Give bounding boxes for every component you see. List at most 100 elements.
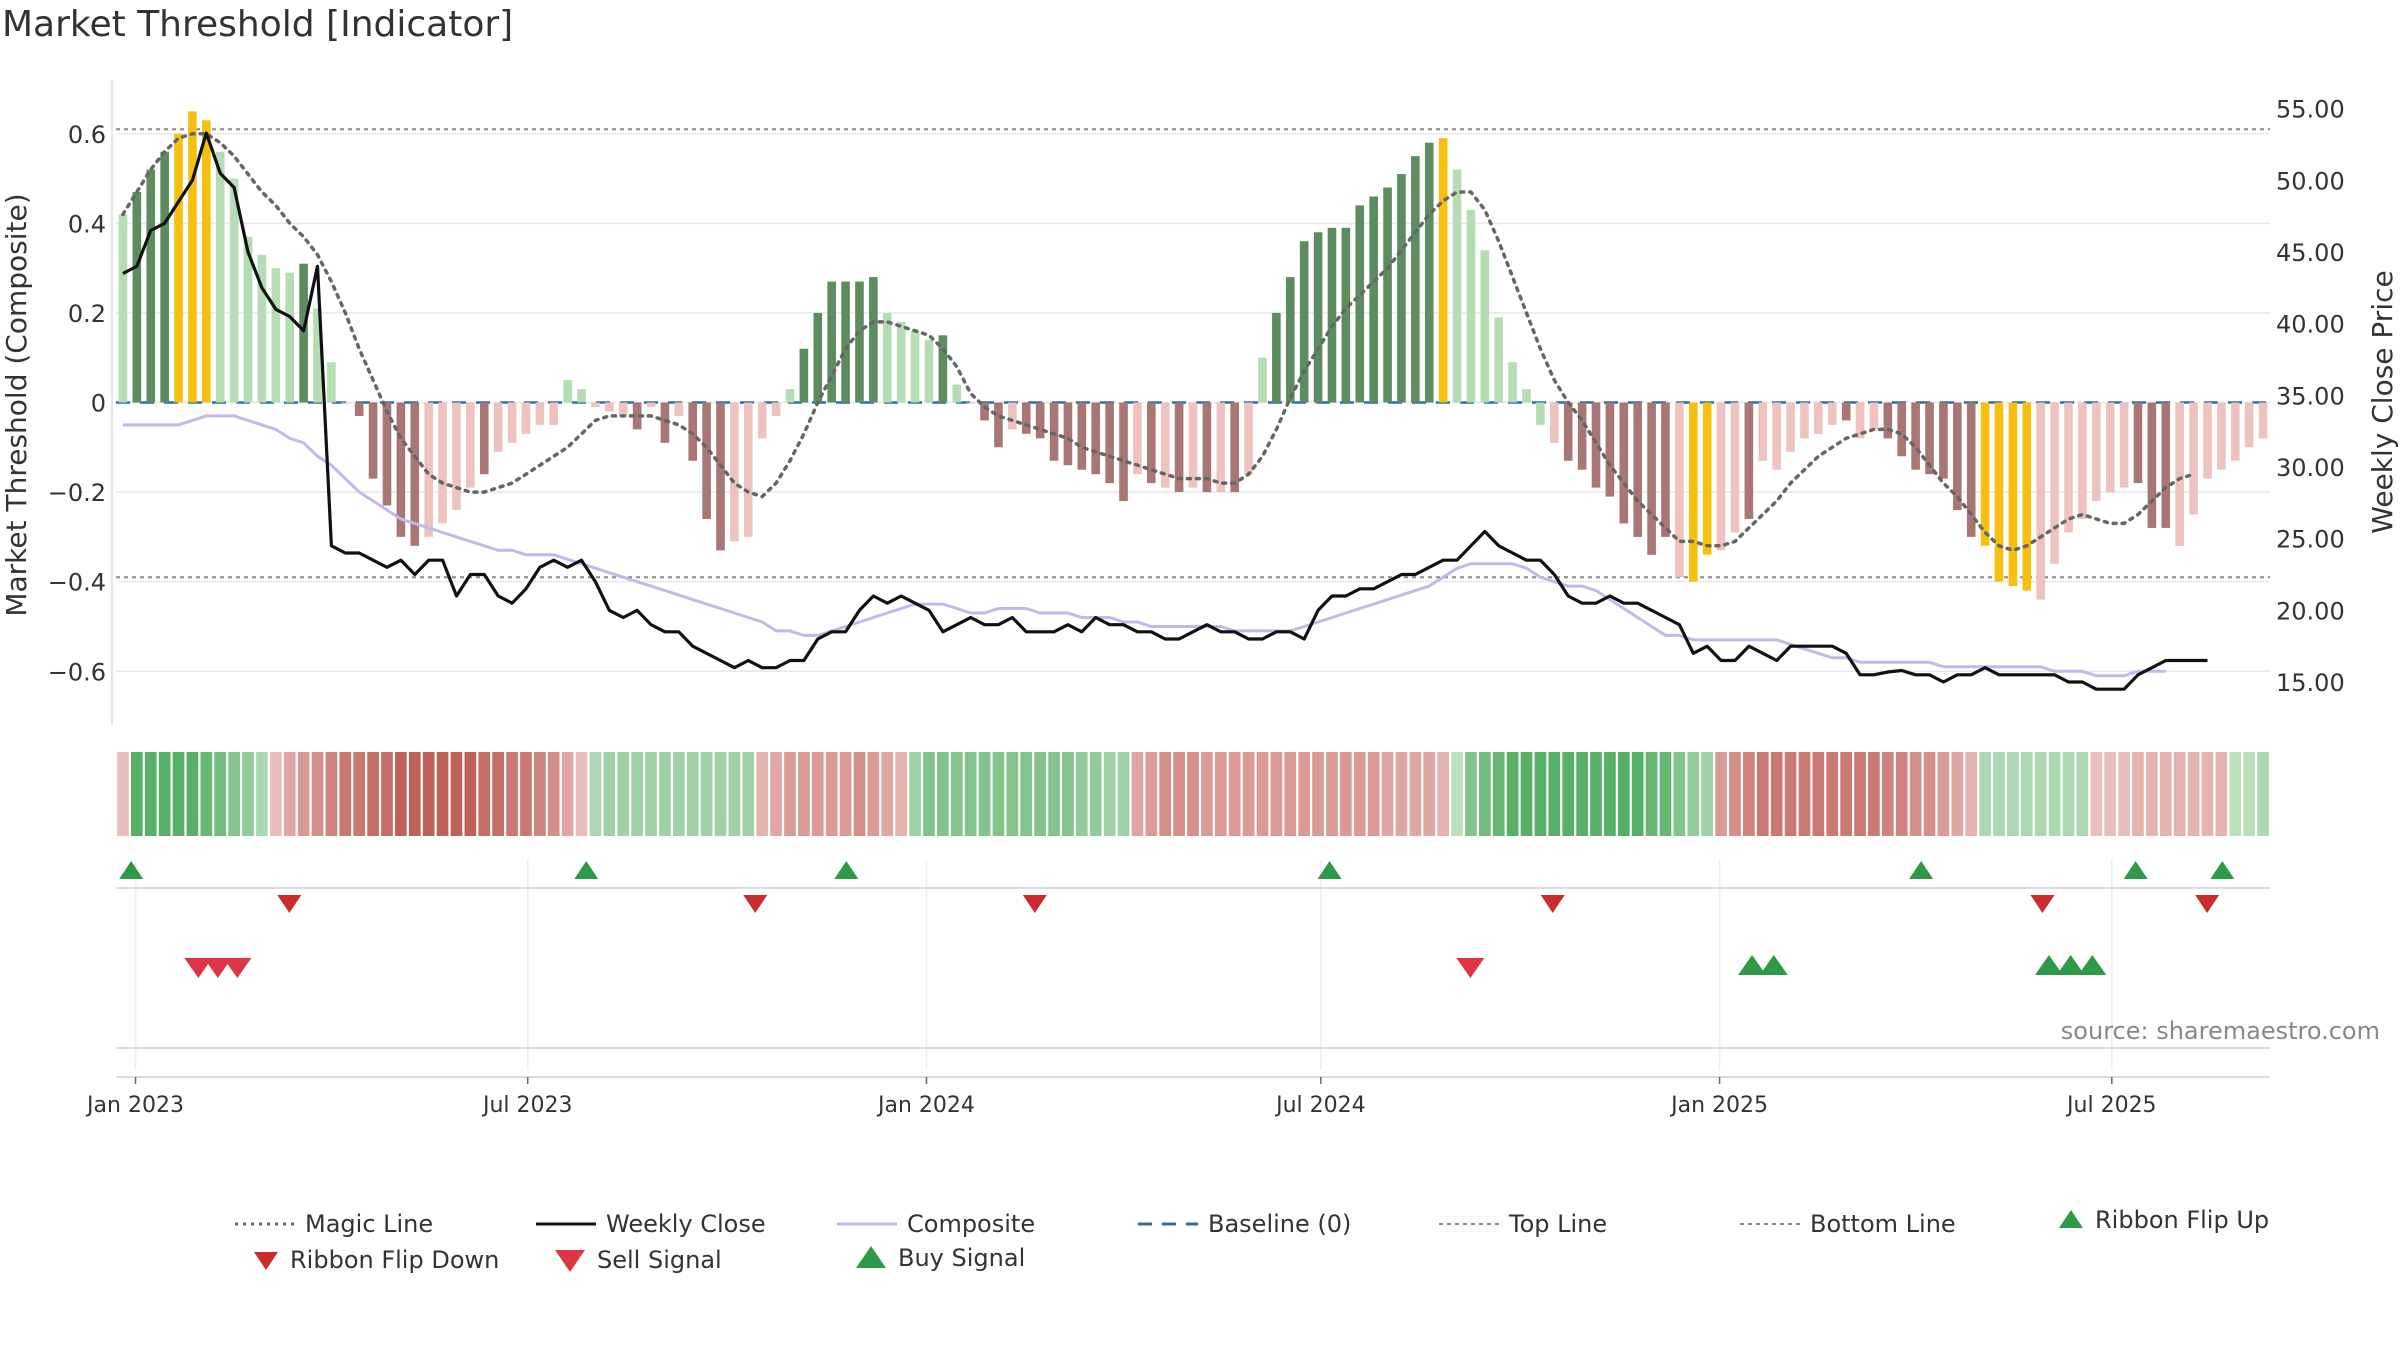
ribbon-flip-down-marker — [743, 895, 768, 913]
threshold-bar — [1258, 357, 1267, 403]
threshold-bar — [118, 214, 128, 403]
threshold-bar — [688, 402, 698, 461]
threshold-bar — [1883, 402, 1893, 439]
threshold-bar — [215, 151, 225, 403]
threshold-bar — [1355, 205, 1365, 403]
threshold-bar — [507, 402, 517, 443]
ribbon-cell — [1451, 752, 1463, 836]
threshold-bar — [591, 402, 600, 407]
ribbon-cell — [242, 752, 254, 836]
legend-ribbon-flip-down: Ribbon Flip Down — [252, 1246, 499, 1274]
threshold-bar — [2147, 402, 2157, 528]
ribbon-cell — [1103, 752, 1116, 836]
ribbon-cell — [1006, 752, 1019, 836]
ribbon-cell — [1645, 752, 1658, 836]
ribbon-cell — [811, 752, 824, 836]
legend-label: Buy Signal — [898, 1244, 1026, 1272]
top-line-swatch — [1439, 1223, 1499, 1225]
threshold-lines — [116, 128, 2270, 579]
ribbon-cell — [1840, 752, 1852, 836]
ribbon-cell — [186, 752, 199, 836]
threshold-bar — [577, 389, 586, 403]
ribbon-flip-up-marker — [574, 861, 599, 879]
ribbon-cell — [520, 752, 532, 836]
ribbon-cell — [1993, 752, 2005, 836]
threshold-bar — [1438, 138, 1448, 403]
threshold-bar — [1021, 402, 1031, 434]
left-axis: −0.6 −0.4 −0.2 0 0.2 0.4 0.6 — [48, 80, 113, 725]
ribbon-cell — [1506, 752, 1519, 836]
threshold-bar — [1814, 402, 1823, 434]
legend-magic-line: Magic Line — [235, 1210, 433, 1238]
ribbon-cell — [1756, 752, 1769, 836]
threshold-bar — [980, 402, 989, 421]
ribbon-cell — [381, 752, 393, 836]
legend-top-line: Top Line — [1439, 1210, 1607, 1238]
ribbon-cell — [1465, 752, 1477, 836]
ribbon-cell — [714, 752, 727, 836]
ribbon-cell — [1923, 752, 1936, 836]
ribbon-cell — [1187, 752, 1199, 836]
legend-label: Ribbon Flip Up — [2095, 1206, 2270, 1234]
ribbon-cell — [214, 752, 227, 836]
ribbon-cell — [2146, 752, 2158, 836]
ribbon-cell — [631, 752, 643, 836]
threshold-bar — [1049, 402, 1059, 461]
ribbon-flip-up-marker — [2123, 861, 2148, 879]
threshold-bar — [1702, 402, 1712, 555]
ribbon-cell — [395, 752, 407, 836]
ribbon-cell — [700, 752, 713, 836]
ribbon-cell — [506, 752, 518, 836]
threshold-bar — [1133, 402, 1142, 475]
threshold-bar — [785, 389, 795, 403]
ribbon-cell — [839, 752, 852, 836]
threshold-bar — [1452, 169, 1462, 403]
threshold-bar — [285, 272, 295, 403]
ribbon-cell — [450, 752, 463, 836]
threshold-bar — [882, 312, 892, 403]
threshold-bar — [1980, 402, 1990, 546]
threshold-bar — [202, 120, 211, 403]
legend-buy-signal: Buy Signal — [854, 1244, 1025, 1272]
threshold-bar — [2230, 402, 2240, 461]
threshold-bar — [382, 402, 392, 506]
threshold-bar — [1744, 402, 1754, 519]
threshold-bar — [1563, 402, 1573, 461]
ribbon-cell — [1367, 752, 1380, 836]
legend-label: Top Line — [1509, 1210, 1608, 1238]
threshold-bar — [2161, 402, 2171, 528]
threshold-bar — [299, 263, 308, 403]
ribbon-cell — [2132, 752, 2144, 836]
ribbon-strip — [117, 752, 2269, 836]
threshold-bar — [994, 402, 1003, 448]
left-tick-label: 0 — [91, 390, 106, 418]
ribbon-flip-up-marker — [2210, 861, 2235, 879]
ribbon-cell — [200, 752, 213, 836]
ribbon-cell — [1089, 752, 1102, 836]
ribbon-cell — [2215, 752, 2228, 836]
legend-label: Composite — [907, 1210, 1036, 1238]
ribbon-cell — [436, 752, 449, 836]
ribbon-cell — [1770, 752, 1783, 836]
ribbon-cell — [1062, 752, 1074, 836]
ribbon-flip-up-marker — [834, 861, 859, 879]
threshold-bar — [1925, 402, 1934, 475]
x-tick-label: Jul 2025 — [2065, 1093, 2157, 1118]
ribbon-cell — [144, 752, 157, 836]
ribbon-cell — [1534, 752, 1547, 836]
ribbon-cell — [1159, 752, 1172, 836]
threshold-bar — [146, 169, 156, 403]
ribbon-cell — [1743, 752, 1755, 836]
ribbon-cell — [1117, 752, 1130, 836]
legend-label: Baseline (0) — [1208, 1210, 1352, 1238]
threshold-bar — [1202, 402, 1212, 493]
x-tick-label: Jan 2025 — [1669, 1093, 1768, 1118]
ribbon-cell — [825, 752, 838, 836]
threshold-bar — [1939, 402, 1948, 479]
ribbon-flip-down-marker — [1022, 895, 1047, 913]
threshold-bar — [1966, 402, 1976, 537]
ribbon-cell — [2020, 752, 2033, 836]
ribbon-cell — [589, 752, 602, 836]
threshold-bar — [1953, 402, 1962, 510]
ribbon-cell — [1298, 752, 1311, 836]
